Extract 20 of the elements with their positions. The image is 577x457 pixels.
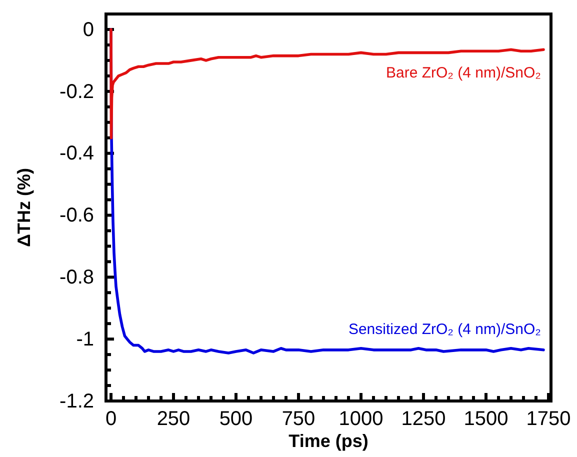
line-series [110, 28, 545, 140]
y-tick-label: -0.2 [60, 80, 94, 103]
x-tick-label: 0 [105, 408, 117, 430]
y-tick-label: 0 [82, 18, 94, 41]
x-tick-label: 1750 [526, 408, 571, 430]
x-tick-label: 750 [282, 408, 316, 430]
y-tick-label: -1.2 [60, 390, 94, 412]
x-tick-label: 1250 [401, 408, 446, 430]
series-label: Sensitized ZrO₂ (4 nm)/SnO₂ [348, 320, 542, 338]
y-tick-label: -0.8 [60, 266, 94, 289]
x-axis-title: Time (ps) [288, 431, 368, 451]
y-axis-title: ΔTHz (%) [14, 168, 34, 247]
y-tick-label: -0.4 [60, 142, 94, 165]
x-tick-label: 1500 [464, 408, 508, 430]
y-tick-label: -1 [76, 328, 94, 350]
x-tick-label: 500 [219, 408, 253, 430]
y-tick-label: -0.6 [60, 204, 94, 227]
series-label: Bare ZrO₂ (4 nm)/SnO₂ [386, 64, 542, 82]
x-tick-label: 1000 [338, 408, 384, 430]
x-tick-label: 250 [156, 408, 190, 430]
